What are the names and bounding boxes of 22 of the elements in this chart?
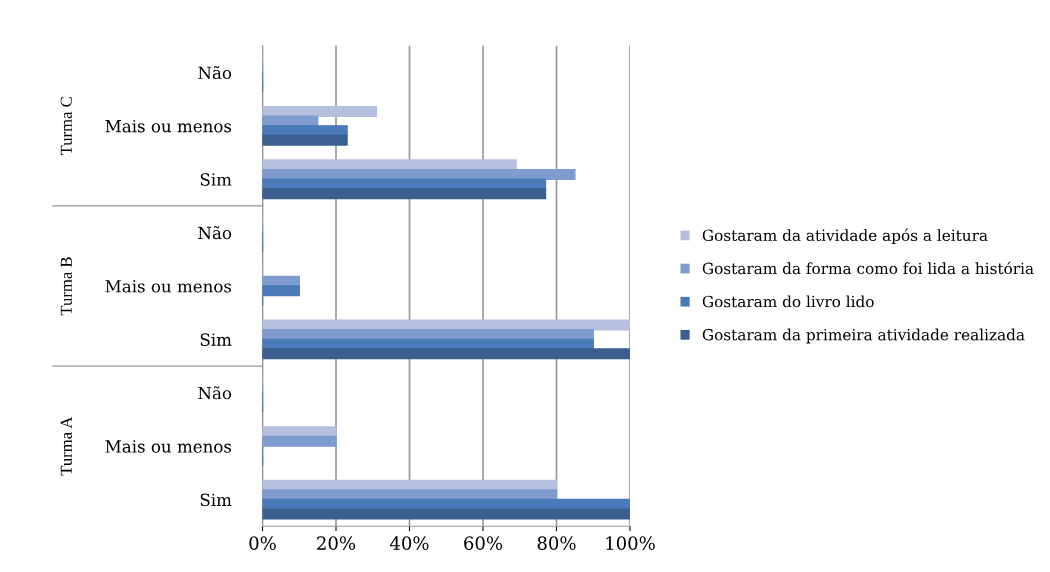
y-tick-label: Sim bbox=[200, 173, 232, 186]
x-tick-label: 80% bbox=[537, 536, 576, 550]
y-tick-label: Não bbox=[198, 65, 232, 80]
legend-label: Gostaram da atividade após a leitura bbox=[702, 228, 988, 245]
y-tick-label: Não bbox=[198, 386, 232, 400]
text: Turma C bbox=[60, 97, 72, 156]
y-tick-label: Mais ou menos bbox=[105, 440, 232, 453]
x-tick-label: 100% bbox=[606, 536, 655, 550]
text: Turma A bbox=[60, 416, 72, 476]
legend-label: Gostaram do livro lido bbox=[702, 295, 874, 308]
y-tick-label: Não bbox=[198, 226, 232, 240]
y-tick-label: Sim bbox=[200, 493, 232, 507]
x-tick-label: 0% bbox=[249, 536, 276, 550]
legend-label: Gostaram da forma como foi lida a história bbox=[702, 261, 1034, 275]
y-tick-label: Sim bbox=[200, 333, 232, 346]
y-tick-label: Mais ou menos bbox=[105, 119, 232, 133]
x-tick-label: 20% bbox=[317, 536, 356, 550]
x-tick-label: 60% bbox=[464, 536, 503, 550]
x-tick-label: 40% bbox=[389, 536, 429, 550]
text: Turma B bbox=[60, 257, 72, 316]
y-tick-label: Mais ou menos bbox=[105, 280, 232, 293]
legend-label: Gostaram da primeira atividade realizada bbox=[702, 328, 1025, 344]
